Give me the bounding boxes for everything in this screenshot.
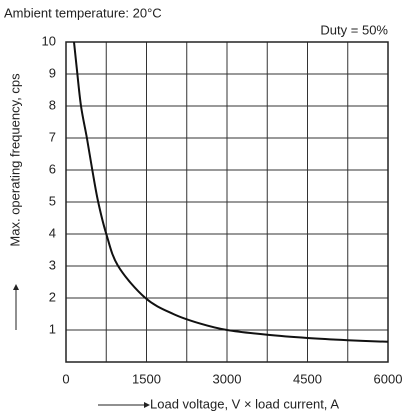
y-arrowhead	[13, 284, 19, 290]
y-tick-label: 6	[49, 161, 56, 176]
x-axis-label: Load voltage, V × load current, A	[150, 396, 339, 411]
y-tick-label: 1	[49, 321, 56, 336]
x-tick-label: 4500	[293, 371, 322, 386]
y-tick-label: 5	[49, 193, 56, 208]
x-tick-label: 3000	[213, 371, 242, 386]
x-tick-label: 1500	[132, 371, 161, 386]
x-arrowhead	[144, 402, 150, 408]
y-axis-label: Max. operating frequency, cps	[7, 73, 22, 247]
y-tick-label: 8	[49, 97, 56, 112]
x-tick-label: 6000	[374, 371, 403, 386]
y-tick-label: 3	[49, 257, 56, 272]
y-tick-label: 9	[49, 65, 56, 80]
y-tick-label: 10	[42, 33, 56, 48]
plot-frame	[65, 41, 389, 363]
chart-title: Ambient temperature: 20°C	[4, 5, 162, 20]
x-tick-label: 0	[62, 371, 69, 386]
y-tick-label: 2	[49, 289, 56, 304]
annotation: Duty = 50%	[320, 22, 388, 37]
y-tick-label: 4	[49, 225, 56, 240]
y-tick-label: 7	[49, 129, 56, 144]
curve	[73, 41, 389, 343]
